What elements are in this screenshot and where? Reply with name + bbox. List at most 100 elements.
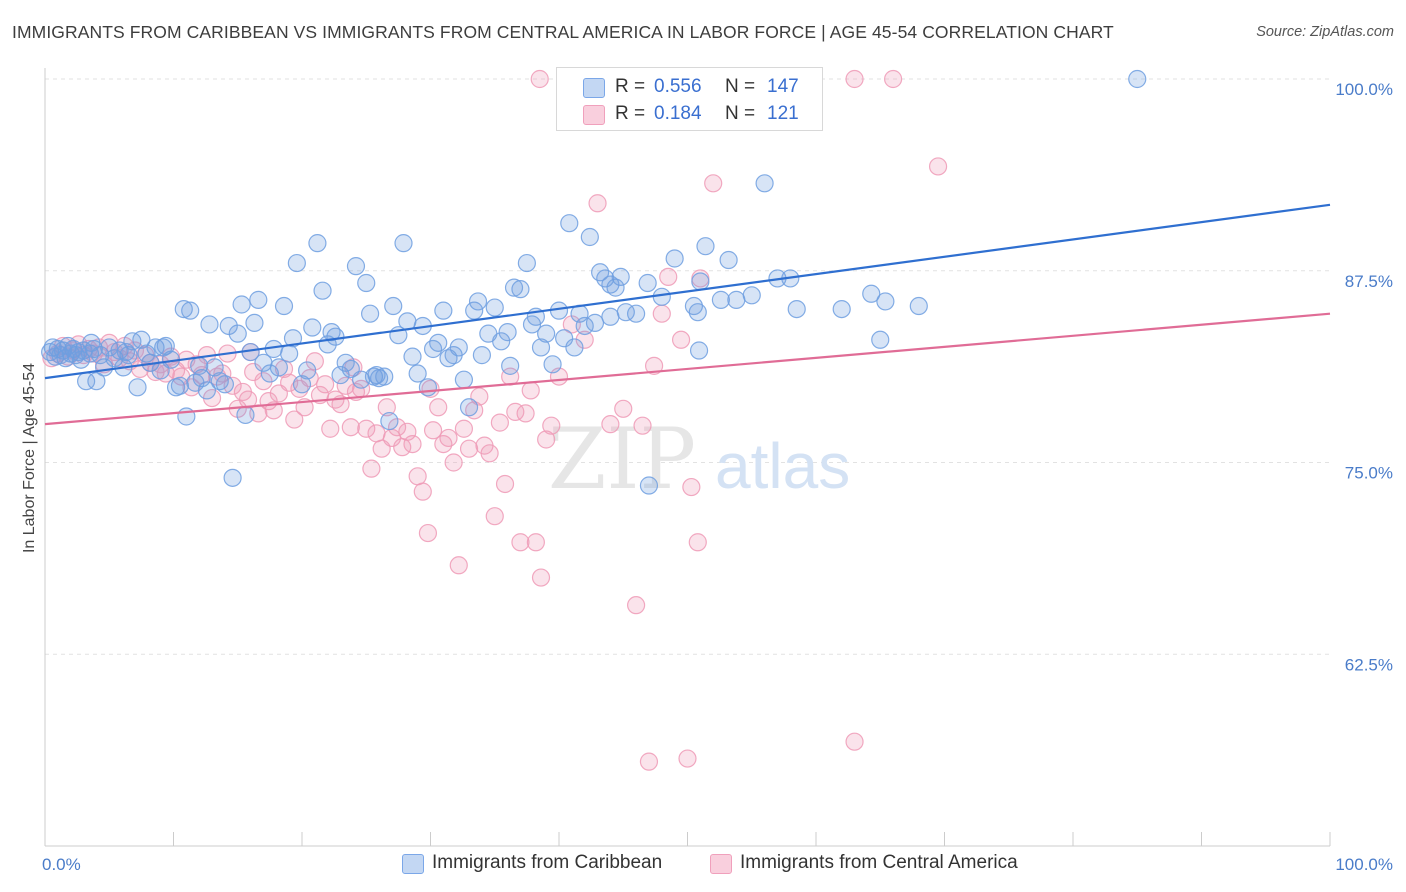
stats-legend: R = 0.556 N = 147 R = 0.184 N = 121 (556, 67, 823, 131)
caribbean-point (517, 253, 536, 273)
central-america-point (688, 533, 707, 552)
caribbean-point (601, 275, 620, 294)
caribbean-point (361, 304, 380, 323)
caribbean-point (418, 378, 438, 397)
central-america-trend-line (44, 312, 1331, 426)
caribbean-point (580, 227, 599, 247)
central-america-point (531, 568, 551, 587)
caribbean-point (555, 329, 574, 348)
caribbean-point (543, 355, 562, 374)
caribbean-point (249, 290, 268, 309)
central-america-point (413, 482, 432, 501)
caribbean-point (287, 253, 306, 273)
caribbean-point (606, 278, 625, 297)
caribbean-point (832, 300, 851, 319)
caribbean-point (205, 358, 224, 377)
caribbean-point (110, 341, 129, 360)
y-axis-label: In Labor Force | Age 45-54 (21, 363, 38, 553)
central-america-point (652, 304, 671, 323)
central-america-point (644, 356, 664, 375)
caribbean-point (326, 327, 345, 346)
caribbean-point (727, 290, 746, 309)
caribbean-point (1128, 69, 1147, 89)
central-america-point (429, 398, 448, 417)
central-america-point (377, 398, 396, 417)
caribbean-point (449, 338, 468, 357)
watermark-zip: ZIP (548, 410, 696, 508)
central-america-point (542, 416, 561, 435)
caribbean-point (468, 292, 488, 311)
caribbean-point (384, 296, 403, 316)
grid-lines (45, 78, 1330, 655)
caribbean-point (375, 367, 394, 386)
central-america-point (928, 157, 948, 176)
caribbean-point (501, 356, 520, 375)
caribbean-point (403, 347, 422, 366)
central-america-point (341, 418, 360, 437)
caribbean-point (862, 284, 881, 303)
caribbean-point (575, 316, 594, 336)
central-america-point (659, 267, 678, 286)
central-america-point (678, 749, 697, 768)
central-america-point (485, 507, 504, 526)
central-america-point (423, 421, 443, 440)
central-america-point (490, 413, 509, 432)
y-tick-label: 100.0% (1335, 80, 1393, 99)
caribbean-point (200, 315, 219, 334)
caribbean-point (611, 267, 630, 286)
legend-label-central-america: Immigrants from Central America (740, 852, 1018, 873)
caribbean-point (245, 313, 264, 333)
caribbean-point (260, 364, 279, 383)
central-america-point (449, 556, 468, 575)
central-america-point (285, 410, 304, 429)
central-america-point (614, 399, 633, 418)
caribbean-point (711, 290, 731, 309)
caribbean-point (269, 358, 288, 377)
caribbean-point (719, 250, 738, 270)
caribbean-point (116, 342, 136, 362)
central-america-point (439, 428, 458, 448)
central-america-point (639, 752, 659, 771)
caribbean-point (537, 324, 556, 343)
caribbean-point (638, 273, 657, 293)
legend-row-caribbean: R = 0.556 N = 147 (557, 74, 822, 102)
caribbean-point (236, 405, 255, 425)
legend-swatch-central-america (583, 105, 605, 125)
caribbean-point (504, 278, 524, 297)
central-america-point (480, 444, 499, 463)
caribbean-point (313, 281, 332, 300)
caribbean-point (398, 312, 417, 331)
watermark: ZIP atlas (548, 410, 850, 508)
central-america-point (444, 453, 463, 472)
legend-n-value: 121 (767, 103, 799, 124)
caribbean-point (909, 296, 928, 316)
legend-label-caribbean: Immigrants from Caribbean (432, 852, 663, 873)
central-america-point (633, 416, 652, 435)
caribbean-point (689, 341, 709, 360)
caribbean-point (123, 332, 142, 351)
caribbean-point (492, 332, 511, 351)
central-america-point (845, 69, 864, 89)
central-america-point (238, 390, 258, 409)
central-america-point (883, 69, 903, 89)
caribbean-point (119, 346, 138, 365)
caribbean-point (755, 174, 774, 193)
legend-r-value: 0.556 (654, 76, 702, 97)
caribbean-point (223, 468, 242, 487)
central-america-point (454, 419, 474, 438)
central-america-point (495, 474, 515, 494)
caribbean-point (565, 338, 584, 357)
caribbean-point (601, 307, 620, 326)
central-america-point (521, 381, 540, 400)
caribbean-point (132, 330, 151, 349)
caribbean-point (626, 304, 646, 323)
central-america-point (511, 533, 530, 552)
caribbean-point (280, 344, 299, 363)
caribbean-point (485, 298, 504, 317)
legend-n-label: N = (725, 103, 756, 124)
legend-swatch-central-america (710, 854, 732, 874)
caribbean-point (181, 301, 200, 320)
caribbean-point (228, 324, 247, 343)
central-america-point (357, 419, 376, 438)
y-tick-label: 62.5% (1345, 655, 1393, 674)
